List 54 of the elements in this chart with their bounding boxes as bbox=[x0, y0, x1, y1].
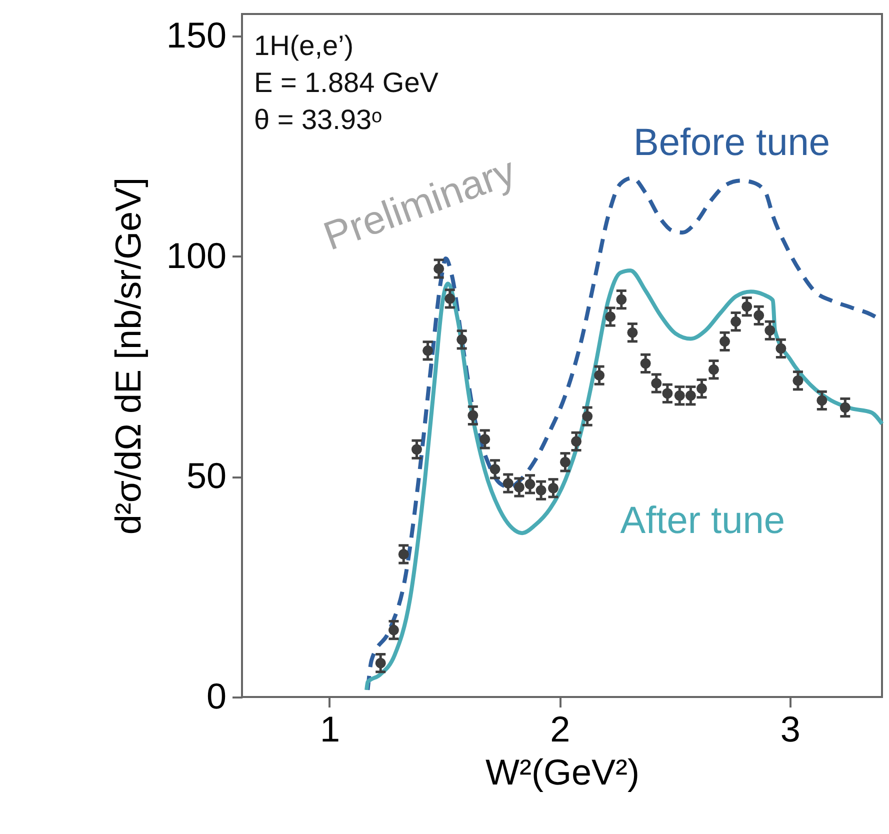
x-tick-label: 2 bbox=[550, 708, 570, 750]
point bbox=[480, 434, 490, 444]
point bbox=[674, 390, 685, 401]
point bbox=[816, 395, 828, 406]
point bbox=[411, 444, 422, 455]
point bbox=[548, 482, 558, 494]
point bbox=[840, 402, 850, 413]
point bbox=[560, 456, 570, 468]
point bbox=[490, 464, 500, 474]
series-label: Before tune bbox=[634, 122, 830, 164]
y-tick-label: 50 bbox=[186, 455, 226, 496]
point bbox=[792, 375, 804, 386]
point bbox=[708, 364, 719, 375]
x-tick-label: 1 bbox=[320, 708, 340, 750]
point bbox=[730, 316, 742, 327]
point bbox=[536, 485, 546, 496]
point bbox=[764, 325, 776, 336]
point bbox=[742, 301, 752, 312]
point bbox=[594, 370, 605, 381]
point bbox=[720, 336, 730, 347]
annotation: E = 1.884 GeV bbox=[254, 67, 439, 98]
point bbox=[685, 390, 696, 401]
point bbox=[662, 388, 673, 399]
point bbox=[444, 293, 456, 304]
point bbox=[696, 383, 707, 394]
point bbox=[502, 478, 514, 489]
y-tick-label: 150 bbox=[166, 14, 226, 56]
point bbox=[524, 478, 536, 490]
y-tick-label: 100 bbox=[166, 234, 226, 276]
point bbox=[582, 411, 593, 422]
point bbox=[456, 334, 468, 345]
point bbox=[398, 548, 409, 560]
point bbox=[651, 378, 662, 388]
point bbox=[605, 311, 616, 322]
point bbox=[627, 327, 638, 338]
point bbox=[514, 482, 524, 492]
y-axis-title: d²σ/dΩ dE [nb/sr/GeV] bbox=[107, 177, 148, 535]
point bbox=[422, 345, 434, 356]
point bbox=[388, 624, 399, 636]
point bbox=[468, 410, 478, 421]
point bbox=[434, 263, 444, 274]
point bbox=[640, 358, 651, 369]
point bbox=[375, 658, 386, 668]
series-label: After tune bbox=[620, 500, 785, 542]
point bbox=[571, 436, 582, 447]
point bbox=[616, 294, 627, 305]
y-tick-label: 0 bbox=[206, 676, 226, 716]
x-axis-title: W²(GeV²) bbox=[486, 752, 640, 792]
point bbox=[754, 310, 764, 321]
annotation: 1H(e,e’) bbox=[254, 30, 354, 61]
x-tick-label: 3 bbox=[780, 708, 800, 750]
point bbox=[776, 343, 786, 354]
line-series bbox=[364, 268, 884, 692]
annotation: θ = 33.93ᵒ bbox=[254, 104, 382, 135]
